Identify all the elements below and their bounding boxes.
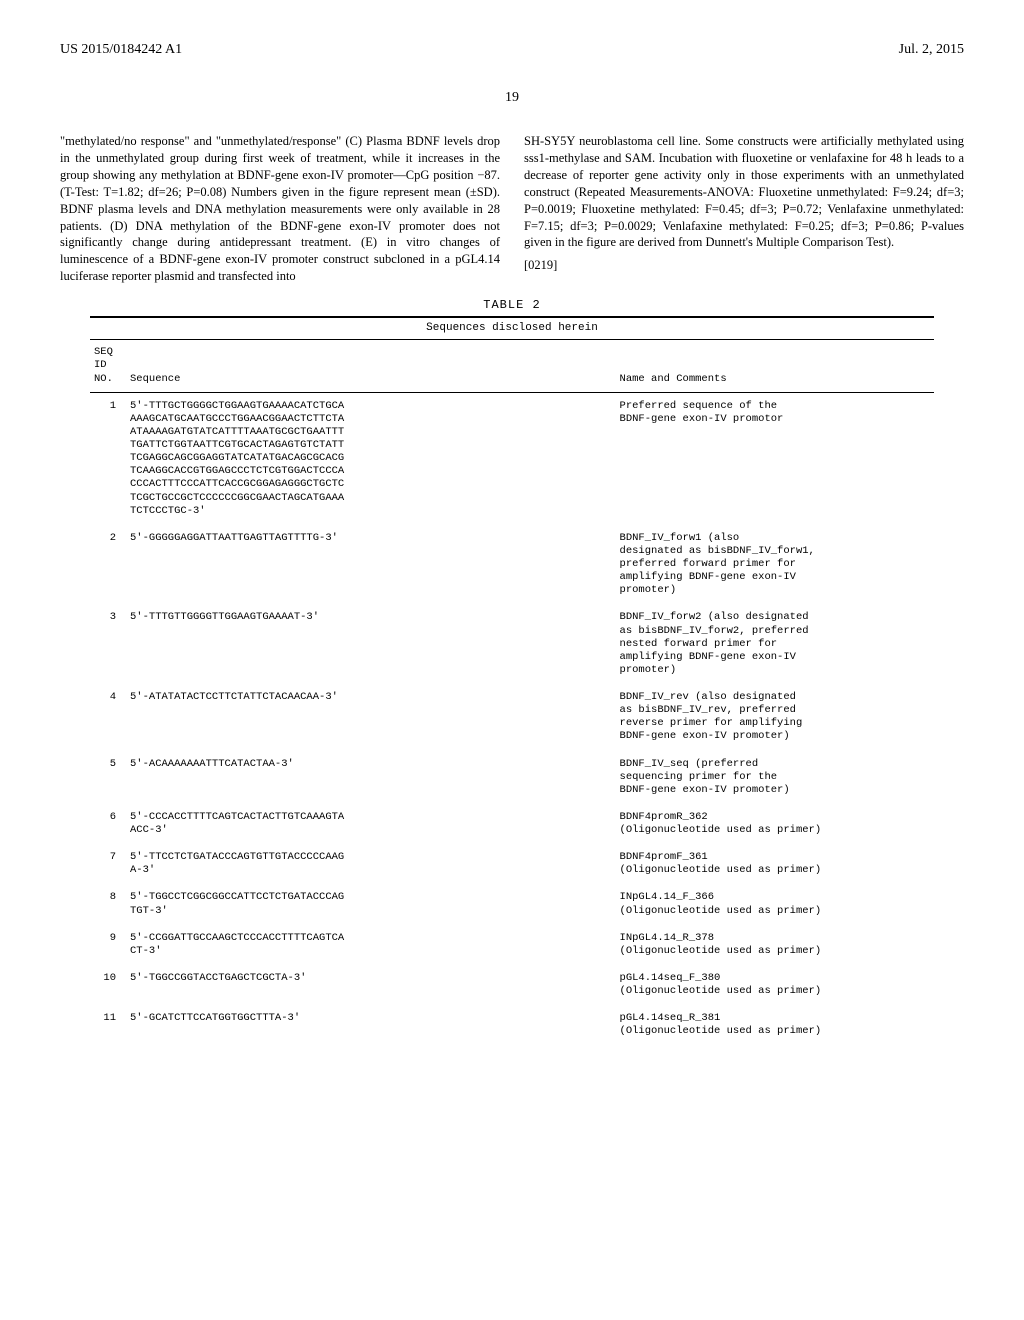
seq-value: 5'-CCGGATTGCCAAGCTCCCACCTTTTCAGTCA CT-3' [126, 925, 616, 965]
seq-value: 5'-GCATCTTCCATGGTGGCTTTA-3' [126, 1005, 616, 1045]
paragraph-number: [0219] [524, 257, 964, 274]
seq-value: 5'-TTTGCTGGGGCTGGAAGTGAAAACATCTGCA AAAGC… [126, 393, 616, 525]
seq-comments: INpGL4.14_R_378 (Oligonucleotide used as… [616, 925, 934, 965]
table-caption: TABLE 2 [90, 297, 934, 314]
seq-value: 5'-TTTGTTGGGGTTGGAAGTGAAAAT-3' [126, 604, 616, 684]
table-row: 35'-TTTGTTGGGGTTGGAAGTGAAAAT-3'BDNF_IV_f… [90, 604, 934, 684]
seq-value: 5'-TTCCTCTGATACCCAGTGTTGTACCCCCAAG A-3' [126, 844, 616, 884]
seq-value: 5'-ATATATACTCCTTCTATTCTACAACAA-3' [126, 684, 616, 751]
col-header-sequence: Sequence [126, 340, 616, 391]
right-column-text: SH-SY5Y neuroblastoma cell line. Some co… [524, 134, 964, 249]
table-row: 45'-ATATATACTCCTTCTATTCTACAACAA-3'BDNF_I… [90, 684, 934, 751]
seq-id: 10 [90, 965, 126, 1005]
patent-header: US 2015/0184242 A1 Jul. 2, 2015 [60, 40, 964, 60]
table-row: 115'-GCATCTTCCATGGTGGCTTTA-3'pGL4.14seq_… [90, 1005, 934, 1045]
seq-comments: BDNF_IV_rev (also designated as bisBDNF_… [616, 684, 934, 751]
seq-id: 2 [90, 525, 126, 605]
seq-value: 5'-TGGCCGGTACCTGAGCTCGCTA-3' [126, 965, 616, 1005]
seq-comments: pGL4.14seq_R_381 (Oligonucleotide used a… [616, 1005, 934, 1045]
patent-date: Jul. 2, 2015 [899, 40, 964, 60]
table-header-row: SEQ ID NO. Sequence Name and Comments [90, 340, 934, 391]
seq-value: 5'-TGGCCTCGGCGGCCATTCCTCTGATACCCAG TGT-3… [126, 884, 616, 924]
seq-comments: BDNF_IV_seq (preferred sequencing primer… [616, 751, 934, 804]
left-column-text: "methylated/no response" and "unmethylat… [60, 134, 500, 283]
table-row: 65'-CCCACCTTTTCAGTCACTACTTGTCAAAGTA ACC-… [90, 804, 934, 844]
right-column: SH-SY5Y neuroblastoma cell line. Some co… [524, 133, 964, 285]
col-header-comments: Name and Comments [616, 340, 934, 391]
col-header-seqid: SEQ ID NO. [90, 340, 126, 391]
table-row: 95'-CCGGATTGCCAAGCTCCCACCTTTTCAGTCA CT-3… [90, 925, 934, 965]
sequence-table: SEQ ID NO. Sequence Name and Comments 15… [90, 340, 934, 1045]
table-row: 55'-ACAAAAAAATTTCATACTAA-3'BDNF_IV_seq (… [90, 751, 934, 804]
seq-comments: BDNF_IV_forw2 (also designated as bisBDN… [616, 604, 934, 684]
seq-id: 8 [90, 884, 126, 924]
seq-id: 11 [90, 1005, 126, 1045]
seq-id: 9 [90, 925, 126, 965]
seq-id: 1 [90, 393, 126, 525]
table-row: 25'-GGGGGAGGATTAATTGAGTTAGTTTTG-3'BDNF_I… [90, 525, 934, 605]
page-number: 19 [60, 88, 964, 108]
table-row: 75'-TTCCTCTGATACCCAGTGTTGTACCCCCAAG A-3'… [90, 844, 934, 884]
table-row: 85'-TGGCCTCGGCGGCCATTCCTCTGATACCCAG TGT-… [90, 884, 934, 924]
body-columns: "methylated/no response" and "unmethylat… [60, 133, 964, 285]
seq-comments: pGL4.14seq_F_380 (Oligonucleotide used a… [616, 965, 934, 1005]
seq-id: 5 [90, 751, 126, 804]
seq-comments: BDNF_IV_forw1 (also designated as bisBDN… [616, 525, 934, 605]
table-2: TABLE 2 Sequences disclosed herein SEQ I… [90, 297, 934, 1045]
left-column: "methylated/no response" and "unmethylat… [60, 133, 500, 285]
table-row: 105'-TGGCCGGTACCTGAGCTCGCTA-3'pGL4.14seq… [90, 965, 934, 1005]
table-row: 15'-TTTGCTGGGGCTGGAAGTGAAAACATCTGCA AAAG… [90, 393, 934, 525]
seq-comments: INpGL4.14_F_366 (Oligonucleotide used as… [616, 884, 934, 924]
seq-id: 7 [90, 844, 126, 884]
seq-id: 4 [90, 684, 126, 751]
seq-comments: BDNF4promR_362 (Oligonucleotide used as … [616, 804, 934, 844]
patent-publication-number: US 2015/0184242 A1 [60, 40, 182, 60]
seq-id: 6 [90, 804, 126, 844]
seq-value: 5'-ACAAAAAAATTTCATACTAA-3' [126, 751, 616, 804]
seq-comments: Preferred sequence of the BDNF-gene exon… [616, 393, 934, 525]
seq-value: 5'-CCCACCTTTTCAGTCACTACTTGTCAAAGTA ACC-3… [126, 804, 616, 844]
seq-value: 5'-GGGGGAGGATTAATTGAGTTAGTTTTG-3' [126, 525, 616, 605]
seq-id: 3 [90, 604, 126, 684]
table-subtitle: Sequences disclosed herein [90, 318, 934, 339]
seq-comments: BDNF4promF_361 (Oligonucleotide used as … [616, 844, 934, 884]
